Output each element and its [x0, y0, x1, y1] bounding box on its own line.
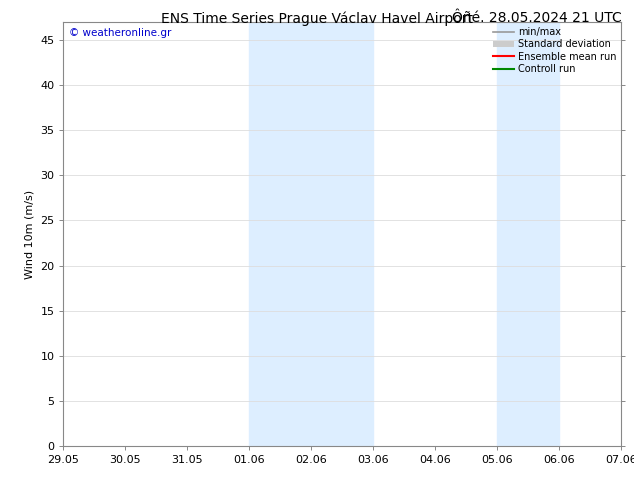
Text: Ôñé. 28.05.2024 21 UTC: Ôñé. 28.05.2024 21 UTC [451, 11, 621, 25]
Text: © weatheronline.gr: © weatheronline.gr [69, 28, 171, 38]
Text: ENS Time Series Prague Václav Havel Airport: ENS Time Series Prague Václav Havel Airp… [161, 11, 473, 26]
Legend: min/max, Standard deviation, Ensemble mean run, Controll run: min/max, Standard deviation, Ensemble me… [491, 25, 618, 76]
Y-axis label: Wind 10m (m/s): Wind 10m (m/s) [25, 190, 35, 278]
Bar [497, 22, 559, 446]
Bar [249, 22, 373, 446]
